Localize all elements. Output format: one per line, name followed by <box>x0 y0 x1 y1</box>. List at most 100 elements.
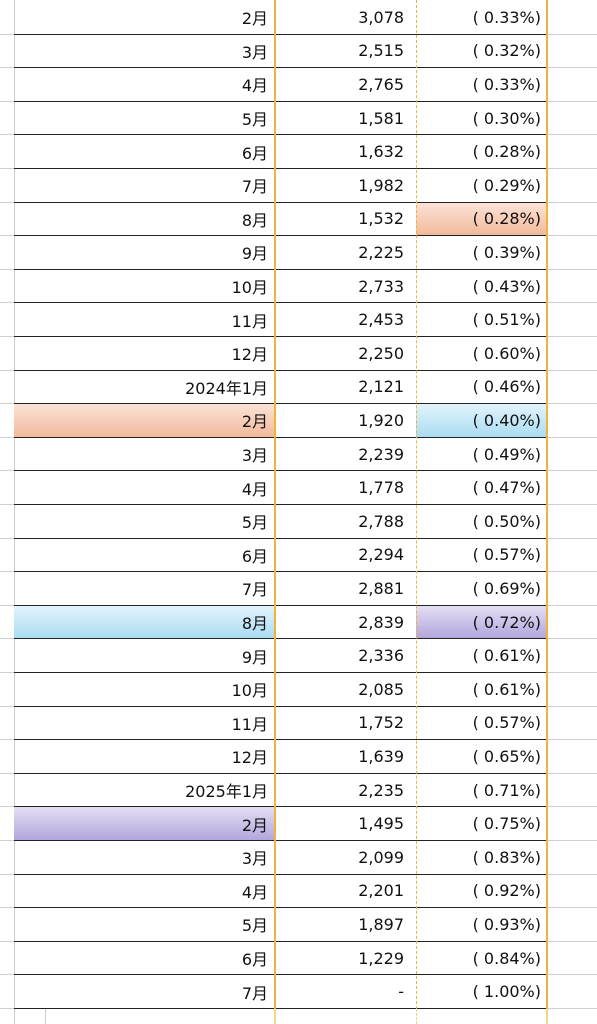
count-cell: 1,920 <box>274 404 416 438</box>
empty-cell <box>546 707 597 741</box>
table-row: 7月 -( 1.00%) <box>0 975 597 1009</box>
table-row: 8月 2,839( 0.72%) <box>0 605 597 640</box>
gutter-cell <box>0 1 14 35</box>
count-cell: 2,250 <box>274 337 416 371</box>
table-row: 5月 2,788( 0.50%) <box>0 505 597 539</box>
gutter-cell <box>0 975 14 1009</box>
gutter-cell <box>0 707 14 741</box>
ratio-cell: ( 0.28%) <box>416 135 546 169</box>
month-cell: 2025年1月 <box>14 774 274 808</box>
count-cell: - <box>274 975 416 1009</box>
table-row: 2025年1月 2,235( 0.71%) <box>0 774 597 808</box>
empty-cell <box>546 774 597 808</box>
empty-cell <box>546 169 597 203</box>
month-cell: 2024年1月 <box>14 371 274 405</box>
gutter-cell <box>0 774 14 808</box>
gutter-cell <box>0 303 14 337</box>
count-cell: 2,515 <box>274 35 416 69</box>
table-row: 12月 1,639( 0.65%) <box>0 740 597 774</box>
ratio-cell: ( 0.61%) <box>416 639 546 673</box>
ratio-cell: ( 0.47%) <box>416 471 546 505</box>
count-cell: 2,225 <box>274 236 416 270</box>
month-cell: 4月 <box>14 471 274 505</box>
column-border <box>546 1009 548 1024</box>
gutter-cell <box>0 942 14 976</box>
empty-cell <box>546 371 597 405</box>
gutter-cell <box>0 270 14 304</box>
table-row: 3月 2,099( 0.83%) <box>0 841 597 875</box>
gutter-cell <box>0 68 14 102</box>
count-cell: 1,632 <box>274 135 416 169</box>
table-row: 11月 1,752( 0.57%) <box>0 707 597 741</box>
ratio-cell: ( 0.43%) <box>416 270 546 304</box>
month-cell: 12月 <box>14 740 274 774</box>
table-row: 2月 3,078( 0.33%) <box>0 1 597 35</box>
month-cell: 10月 <box>14 673 274 707</box>
month-cell: 11月 <box>14 303 274 337</box>
column-border <box>274 0 276 1009</box>
gutter-cell <box>0 236 14 270</box>
count-cell: 2,788 <box>274 505 416 539</box>
gutter-cell <box>0 203 14 237</box>
ratio-cell: ( 0.92%) <box>416 875 546 909</box>
ratio-cell: ( 0.61%) <box>416 673 546 707</box>
gutter-cell <box>0 606 14 640</box>
table-row: 2月 1,495( 0.75%) <box>0 807 597 841</box>
month-cell: 2月 <box>14 1 274 35</box>
column-border <box>416 1009 417 1024</box>
count-cell: 1,639 <box>274 740 416 774</box>
month-cell: 3月 <box>14 438 274 472</box>
table-row: 5月 1,581( 0.30%) <box>0 102 597 136</box>
table-row: 3月 2,239( 0.49%) <box>0 438 597 472</box>
table-row: 7月 2,881( 0.69%) <box>0 572 597 606</box>
count-cell: 1,897 <box>274 908 416 942</box>
ratio-cell: ( 0.57%) <box>416 707 546 741</box>
ratio-cell: ( 0.71%) <box>416 774 546 808</box>
empty-cell <box>546 203 597 237</box>
table-row: 8月 1,532( 0.28%) <box>0 202 597 237</box>
gutter-cell <box>0 572 14 606</box>
table-row: 10月 2,085( 0.61%) <box>0 673 597 707</box>
table-row: 4月 2,765( 0.33%) <box>0 68 597 102</box>
month-cell: 3月 <box>14 35 274 69</box>
gutter-cell <box>0 875 14 909</box>
month-cell: 7月 <box>14 975 274 1009</box>
ratio-cell: ( 0.49%) <box>416 438 546 472</box>
table-row: 11月 2,453( 0.51%) <box>0 303 597 337</box>
empty-cell <box>546 639 597 673</box>
empty-cell <box>546 807 597 841</box>
month-cell: 6月 <box>14 942 274 976</box>
table-row: 6月 1,229( 0.84%) <box>0 942 597 976</box>
empty-cell <box>546 975 597 1009</box>
month-cell: 6月 <box>14 539 274 573</box>
ratio-cell: ( 0.60%) <box>416 337 546 371</box>
month-cell: 12月 <box>14 337 274 371</box>
empty-cell <box>546 572 597 606</box>
ratio-cell: ( 1.00%) <box>416 975 546 1009</box>
ratio-cell: ( 0.84%) <box>416 942 546 976</box>
ratio-cell: ( 0.75%) <box>416 807 546 841</box>
count-cell: 2,336 <box>274 639 416 673</box>
empty-cell <box>546 740 597 774</box>
ratio-cell: ( 0.93%) <box>416 908 546 942</box>
ratio-cell: ( 0.46%) <box>416 371 546 405</box>
gutter-cell <box>0 404 14 438</box>
month-cell: 7月 <box>14 572 274 606</box>
month-cell: 6月 <box>14 135 274 169</box>
table-row: 10月 2,733( 0.43%) <box>0 270 597 304</box>
gutter-cell <box>0 807 14 841</box>
count-cell: 2,201 <box>274 875 416 909</box>
count-cell: 2,453 <box>274 303 416 337</box>
count-cell: 1,229 <box>274 942 416 976</box>
month-cell: 8月 <box>14 605 274 640</box>
month-cell: 5月 <box>14 908 274 942</box>
table-row: 12月 2,250( 0.60%) <box>0 337 597 371</box>
table-row: 2月 1,920( 0.40%) <box>0 404 597 438</box>
table-row: 4月 2,201( 0.92%) <box>0 875 597 909</box>
empty-cell <box>546 68 597 102</box>
month-cell: 2月 <box>14 807 274 841</box>
column-border <box>416 0 417 1009</box>
count-cell: 3,078 <box>274 1 416 35</box>
ratio-cell: ( 0.32%) <box>416 35 546 69</box>
count-cell: 1,752 <box>274 707 416 741</box>
